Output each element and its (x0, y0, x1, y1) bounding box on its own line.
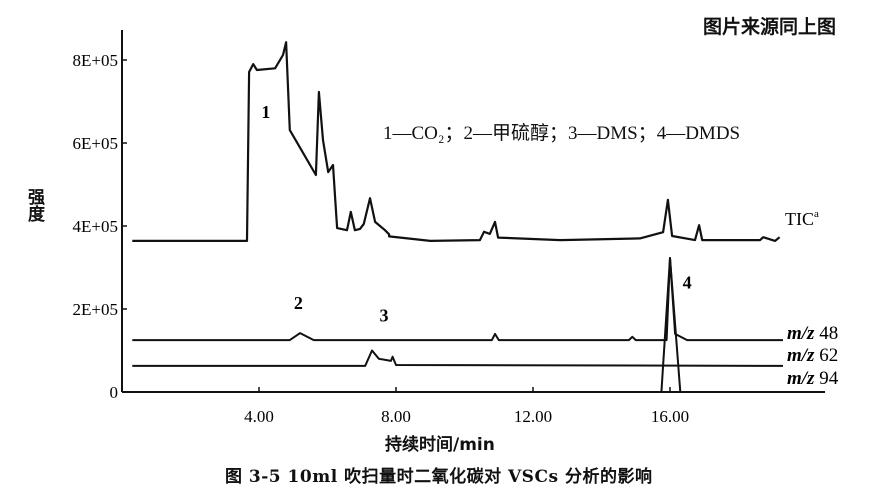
y-tick-label: 4E+05 (73, 217, 118, 236)
source-note: 图片来源同上图 (702, 16, 836, 38)
y-tick-label: 2E+05 (73, 300, 118, 319)
y-tick-label: 0 (110, 383, 119, 402)
mz-value: 94 (819, 368, 839, 389)
y-tick-label: 6E+05 (73, 134, 118, 153)
x-tick-label: 4.00 (244, 407, 274, 426)
peak-label: 3 (380, 305, 389, 325)
x-tick-label: 12.00 (514, 407, 552, 426)
x-tick-label: 16.00 (651, 407, 689, 426)
mz-prefix: m/z (787, 345, 819, 366)
series-label-tic: TICa (785, 208, 819, 229)
mz-prefix: m/z (787, 368, 819, 389)
tic-superscript: a (814, 208, 819, 220)
mz-value: 48 (819, 323, 838, 344)
peak-label: 4 (683, 272, 692, 292)
series-line-m-z-94 (660, 257, 682, 393)
mz-prefix: m/z (787, 323, 819, 344)
y-tick-label: 8E+05 (73, 51, 118, 70)
figure-caption: 图 3-5 10ml 吹扫量时二氧化碳对 VSCs 分析的影响 (225, 467, 653, 487)
series-label-mz: m/z 94 (787, 368, 839, 389)
peak-legend: 1—CO₂；2—甲硫醇；3—DMS；4—DMDS (383, 123, 741, 144)
peak-label: 1 (261, 102, 270, 122)
x-tick-label: 8.00 (381, 407, 411, 426)
peak-label: 2 (294, 293, 303, 313)
series-line-m-z-62 (132, 349, 784, 367)
mz-value: 62 (819, 345, 838, 366)
x-axis-label: 持续时间/min (385, 435, 495, 455)
series-line-tic (132, 41, 781, 242)
y-axis-label: 强度 (24, 188, 44, 222)
series-line-m-z-48 (132, 257, 783, 342)
series-label-mz: m/z 62 (787, 345, 838, 366)
series-label-mz: m/z 48 (787, 323, 838, 344)
